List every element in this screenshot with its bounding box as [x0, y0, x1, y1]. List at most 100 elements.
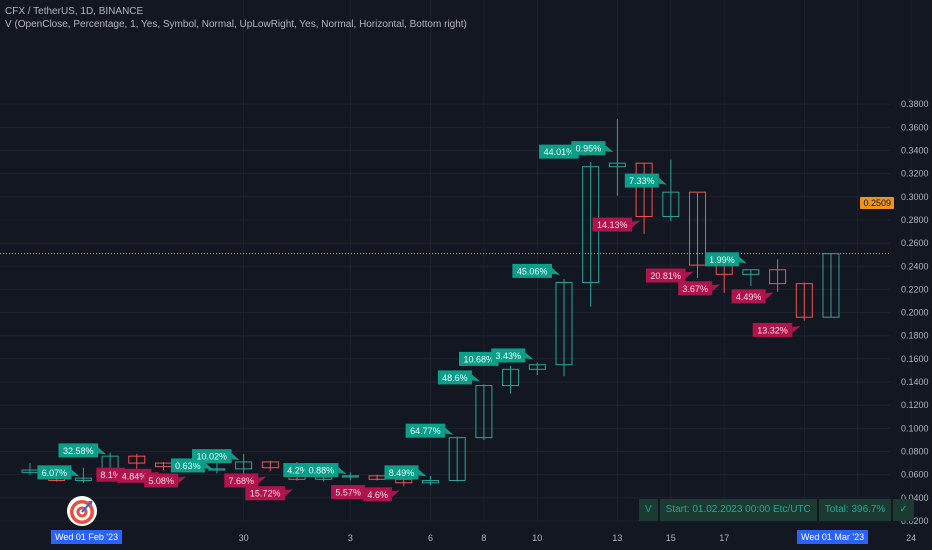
candle-body — [261, 461, 279, 469]
summary-start: Start: 01.02.2023 00:00 Etc/UTC — [659, 499, 817, 521]
percent-label-text: 32.58% — [63, 446, 94, 456]
percent-label-pointer — [552, 267, 560, 275]
candle — [769, 259, 787, 292]
current-price-badge: 0.2509 — [860, 197, 894, 209]
candle-body — [422, 479, 439, 484]
percent-label-pointer — [765, 292, 774, 300]
percent-label: 32.58% — [58, 443, 107, 458]
percent-label: 7.33% — [624, 173, 667, 188]
chart-grid — [0, 0, 912, 522]
x-tick-label: 30 — [239, 533, 249, 543]
candle — [795, 282, 813, 321]
percent-label-pointer — [525, 352, 534, 360]
candle — [422, 475, 439, 486]
candle-body — [795, 283, 813, 318]
percent-label-box — [192, 449, 232, 464]
y-tick-label: 0.1600 — [901, 354, 929, 364]
percent-label-box — [491, 348, 526, 363]
percent-label-text: 20.81% — [650, 271, 681, 281]
percent-label-box — [405, 423, 446, 438]
candle — [582, 162, 600, 307]
percent-label-box — [752, 322, 793, 337]
y-tick-label: 0.0400 — [901, 493, 929, 503]
y-tick-label: 0.1200 — [901, 400, 929, 410]
summary-check-icon: ✓ — [893, 499, 914, 521]
candle-body — [635, 162, 653, 217]
candle-body — [235, 461, 253, 470]
y-tick-label: 0.2000 — [901, 308, 929, 318]
percent-label-pointer — [471, 374, 480, 382]
percent-label-text: 5.08% — [148, 476, 174, 486]
percent-label-box — [144, 473, 179, 488]
percent-label-text: 15.72% — [250, 489, 281, 499]
percent-label-box — [117, 468, 152, 483]
y-tick-label: 0.1800 — [901, 331, 929, 341]
percent-label-text: 13.32% — [757, 325, 788, 335]
y-tick-label: 0.0800 — [901, 447, 929, 457]
percent-label-pointer — [338, 467, 347, 475]
percent-label-pointer — [738, 256, 747, 264]
percent-label-text: 3.43% — [496, 351, 522, 361]
candle-body — [742, 269, 760, 275]
percent-label-pointer — [204, 462, 213, 470]
x-tick-label: 17 — [719, 533, 729, 543]
percent-label: 5.08% — [144, 473, 187, 488]
percent-label-box — [704, 252, 739, 267]
y-tick-label: 0.0200 — [901, 516, 929, 526]
y-tick-label: 0.3400 — [901, 145, 929, 155]
percent-label-box — [678, 281, 713, 296]
percent-label-pointer — [658, 177, 667, 185]
percent-label: 64.77% — [405, 423, 454, 438]
candle — [528, 362, 546, 376]
percent-label-box — [304, 463, 339, 478]
percent-label-box — [624, 173, 659, 188]
candle-body — [555, 281, 573, 366]
percent-label-text: 1.99% — [709, 255, 735, 265]
candle-body — [608, 162, 626, 168]
x-tick-label: 8 — [481, 533, 486, 543]
x-tick-label: 13 — [612, 533, 622, 543]
percent-labels: 6.07% 32.58% 8.1% 4.84% 5.08%0.63%10.02% 7.68… — [37, 141, 801, 502]
percent-label: 0.88% — [304, 463, 347, 478]
y-tick-label: 0.1400 — [901, 377, 929, 387]
percent-label: 0.95% — [571, 141, 614, 156]
date-badge-right: Wed 01 Mar '23 — [797, 530, 869, 544]
percent-label-box — [571, 141, 606, 156]
percent-label-text: 0.88% — [309, 466, 335, 476]
y-tick-label: 0.2200 — [901, 284, 929, 294]
percent-label: 10.02% — [192, 449, 240, 464]
percent-label: 45.06% — [512, 263, 560, 278]
percent-label-box — [363, 487, 392, 502]
percent-label-text: 7.33% — [629, 176, 655, 186]
percent-label-text: 4.49% — [736, 292, 762, 302]
percent-label-text: 48.6% — [442, 373, 468, 383]
y-tick-label: 0.3800 — [901, 99, 929, 109]
candle — [475, 384, 493, 440]
candle-body — [128, 455, 146, 464]
percent-label-box — [645, 268, 686, 283]
percent-label-box — [437, 370, 472, 385]
candle — [74, 467, 92, 483]
percent-label-pointer — [71, 469, 80, 477]
percent-label: 7.68% — [224, 473, 267, 488]
candle — [502, 365, 520, 394]
summary-v-label: V — [639, 499, 658, 521]
percent-label: 3.67% — [678, 281, 721, 296]
percent-label-pointer — [258, 476, 267, 484]
percent-label-pointer — [285, 489, 293, 497]
candle — [689, 191, 706, 278]
percent-label-pointer — [632, 220, 641, 228]
candle — [368, 474, 386, 481]
percent-label-box — [58, 443, 99, 458]
candle-body — [341, 475, 359, 478]
candle — [235, 453, 253, 474]
percent-label-text: 14.13% — [597, 220, 628, 230]
target-logo-icon[interactable] — [67, 496, 97, 526]
summary-total: Total: 396.7% — [818, 499, 892, 521]
candle-body — [448, 437, 466, 481]
y-tick-label: 0.2400 — [901, 261, 929, 271]
candle — [608, 119, 626, 196]
percent-label: 1.99% — [704, 252, 747, 267]
percent-label-text: 0.63% — [175, 461, 201, 471]
